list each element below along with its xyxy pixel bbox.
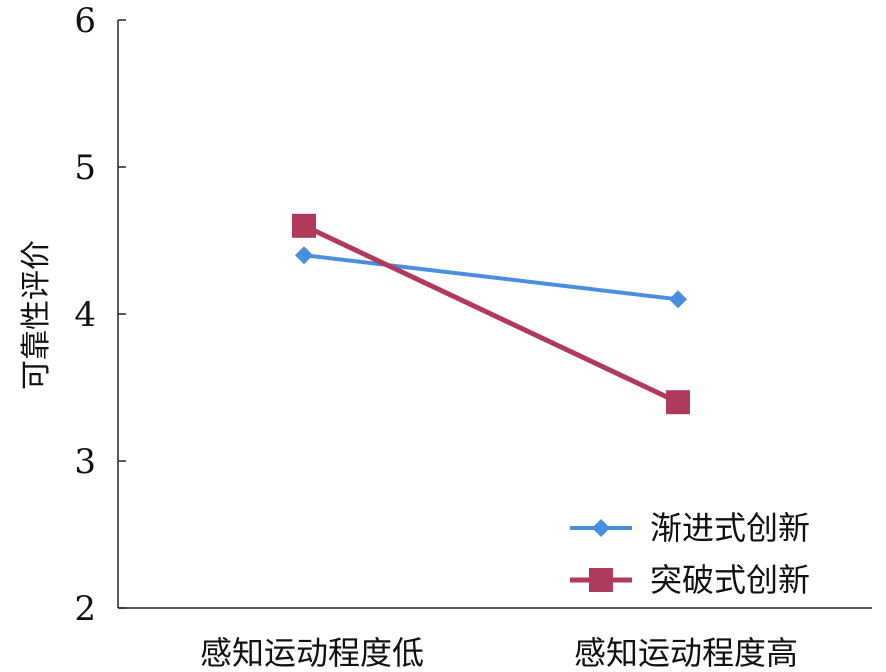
series-line bbox=[302, 223, 680, 405]
legend-label: 渐进式创新 bbox=[650, 509, 810, 547]
series-1 bbox=[295, 246, 687, 309]
x-category-label: 感知运动程度高 bbox=[574, 634, 798, 672]
data-point-square bbox=[589, 568, 613, 592]
y-tick-label: 5 bbox=[74, 148, 96, 188]
data-point-diamond bbox=[669, 290, 687, 309]
data-point-square bbox=[292, 213, 316, 238]
data-point-diamond bbox=[592, 519, 610, 537]
series-line bbox=[303, 253, 679, 302]
y-axis-title: 可靠性评价 bbox=[19, 240, 54, 390]
y-tick-label: 6 bbox=[74, 1, 96, 41]
y-tick-label: 3 bbox=[74, 442, 96, 482]
y-tick-label: 2 bbox=[74, 589, 96, 629]
y-tick-label: 4 bbox=[74, 295, 96, 335]
legend-item: 渐进式创新 bbox=[570, 509, 810, 547]
series-group bbox=[292, 213, 690, 415]
data-point-diamond bbox=[295, 246, 313, 265]
y-ticks: 2 3 4 5 6 bbox=[74, 1, 126, 629]
legend-label: 突破式创新 bbox=[650, 561, 810, 599]
x-category-label: 感知运动程度低 bbox=[200, 634, 424, 672]
legend-item: 突破式创新 bbox=[570, 561, 810, 599]
series-2 bbox=[292, 213, 690, 415]
x-categories: 感知运动程度低 感知运动程度高 bbox=[200, 634, 798, 672]
data-point-square bbox=[666, 390, 690, 415]
